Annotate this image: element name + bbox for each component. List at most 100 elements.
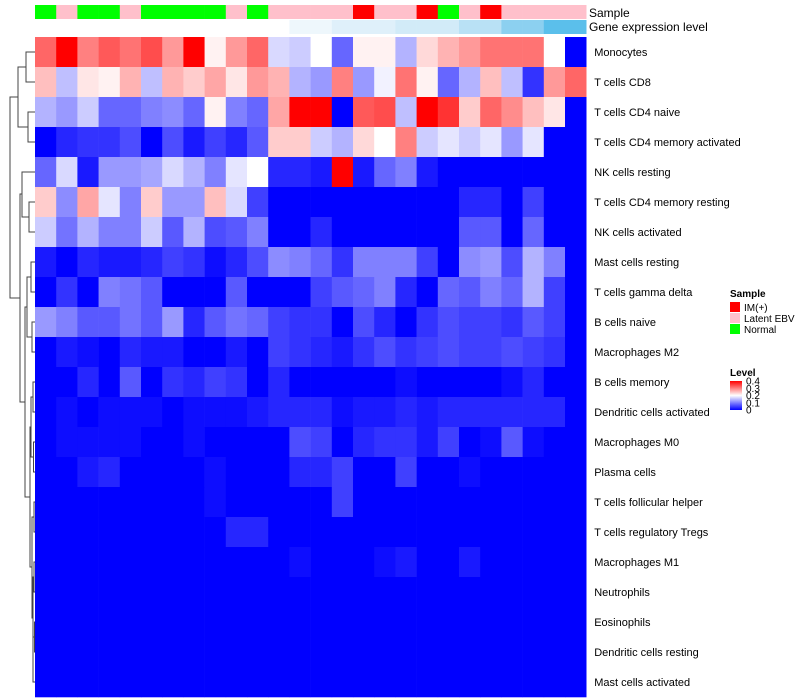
heatmap-cell [543, 457, 566, 488]
heatmap-cell [119, 577, 142, 608]
heatmap-cell [119, 157, 142, 188]
heatmap-cell [98, 367, 121, 398]
heatmap-cell [56, 427, 78, 458]
heatmap-cell [289, 637, 311, 668]
heatmap-cell [522, 427, 545, 458]
heatmap-cell [162, 217, 184, 248]
heatmap-cell [310, 637, 333, 668]
heatmap-cell [141, 37, 163, 68]
heatmap-cell [310, 307, 333, 338]
heatmap-cell [77, 607, 99, 638]
heatmap-cell [543, 247, 566, 278]
heatmap-cell [77, 367, 99, 398]
heatmap-cell [56, 337, 78, 368]
heatmap-cell [459, 307, 481, 338]
heatmap-cell [268, 517, 290, 548]
heatmap-cell [501, 127, 523, 158]
heatmap-cell [459, 247, 481, 278]
heatmap-cell [543, 337, 566, 368]
heatmap-cell [119, 247, 142, 278]
heatmap-cell [416, 667, 439, 698]
heatmap-cell [268, 667, 290, 698]
heatmap-cell [183, 367, 205, 398]
heatmap-cell [247, 607, 269, 638]
heatmap-cell [56, 577, 78, 608]
heatmap-cell [204, 307, 227, 338]
gene-track-label: Gene expression level [589, 20, 708, 34]
heatmap-cell [56, 217, 78, 248]
heatmap-cell [416, 67, 439, 98]
heatmap-cell [35, 667, 57, 698]
heatmap-cell [522, 247, 545, 278]
heatmap-cell [522, 607, 545, 638]
heatmap-cell [522, 367, 545, 398]
heatmap-cell [565, 427, 587, 458]
heatmap-cell [204, 37, 227, 68]
row-label: T cells CD4 naive [594, 107, 680, 119]
heatmap-cell [119, 67, 142, 98]
heatmap-cell [204, 127, 227, 158]
gene-level-cell [374, 20, 396, 34]
heatmap-cell [56, 37, 78, 68]
heatmap-cell [119, 127, 142, 158]
heatmap-cell [353, 517, 375, 548]
heatmap-cell [56, 157, 78, 188]
heatmap-cell [225, 427, 248, 458]
legend-level-title: Level [730, 368, 756, 379]
row-label: Neutrophils [594, 587, 650, 599]
sample-cell [310, 5, 333, 19]
heatmap-cell [225, 397, 248, 428]
sample-cell [331, 5, 354, 19]
sample-cell [437, 5, 460, 19]
gene-level-cell [225, 20, 248, 34]
sample-annotation-track [35, 5, 587, 19]
gene-level-cell [289, 20, 311, 34]
heatmap-cell [289, 457, 311, 488]
heatmap-cell [77, 97, 99, 128]
heatmap-cell [395, 607, 417, 638]
heatmap-cell [395, 337, 417, 368]
heatmap-cell [289, 307, 311, 338]
heatmap-cell [119, 367, 142, 398]
heatmap-cell [331, 457, 354, 488]
heatmap-cell [395, 457, 417, 488]
heatmap-cell [225, 607, 248, 638]
heatmap-cell [183, 457, 205, 488]
legend-swatch [730, 324, 740, 334]
heatmap-cell [374, 457, 396, 488]
heatmap-cell [289, 247, 311, 278]
level-tick-label: 0.2 [746, 391, 760, 402]
dendrogram-branch [33, 501, 35, 533]
heatmap-cell [331, 367, 354, 398]
heatmap-cell [501, 667, 523, 698]
heatmap-cell [374, 577, 396, 608]
heatmap-cell [310, 277, 333, 308]
heatmap-cell [353, 637, 375, 668]
heatmap-cell [522, 637, 545, 668]
heatmap-cell [310, 667, 333, 698]
heatmap-cell [374, 637, 396, 668]
heatmap-cells [35, 37, 587, 698]
heatmap-cell [225, 307, 248, 338]
heatmap-cell [501, 307, 523, 338]
heatmap-cell [310, 577, 333, 608]
sample-cell [501, 5, 523, 19]
row-dendrogram [9, 51, 35, 683]
heatmap-cell [437, 277, 460, 308]
heatmap-cell [162, 337, 184, 368]
row-label: T cells CD4 memory activated [594, 137, 741, 149]
sample-cell [98, 5, 121, 19]
heatmap-cell [501, 607, 523, 638]
heatmap-cell [268, 187, 290, 218]
heatmap-cell [565, 37, 587, 68]
heatmap-cell [289, 547, 311, 578]
heatmap-cell [480, 277, 502, 308]
heatmap-cell [35, 37, 57, 68]
sample-cell [162, 5, 184, 19]
heatmap-cell [183, 247, 205, 278]
heatmap-cell [98, 127, 121, 158]
heatmap-cell [77, 577, 99, 608]
row-label: T cells follicular helper [594, 497, 703, 509]
sample-cell [374, 5, 396, 19]
